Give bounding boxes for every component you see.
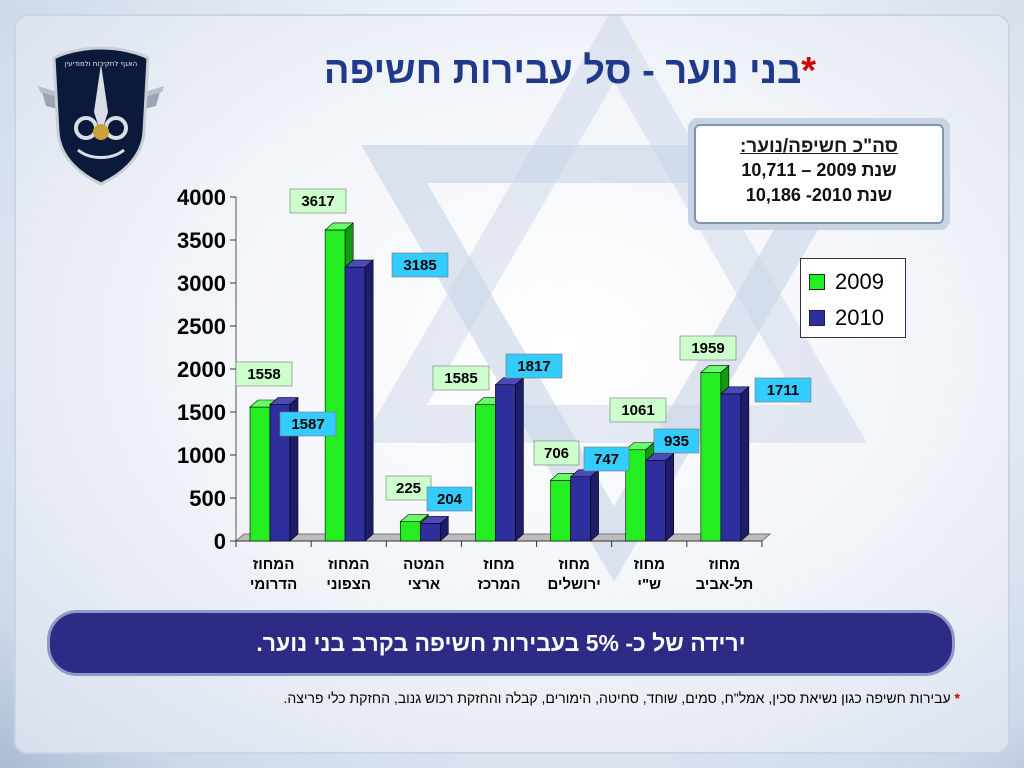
police-logo: האגף לחקירות ולמודיעין <box>38 46 164 186</box>
bar-2009 <box>475 404 496 542</box>
data-label-2009: 1061 <box>621 402 654 419</box>
x-category-label: הדרומי <box>250 576 297 593</box>
y-tick-label: 500 <box>189 486 226 511</box>
x-category-label: ירושלים <box>547 576 600 593</box>
bar-top-2009 <box>399 514 430 522</box>
bar-side-2010 <box>665 452 675 542</box>
data-label-box-2010 <box>505 353 563 379</box>
conclusion-banner: ירידה של כ- 5% בעבירות חשיפה בקרב בני נו… <box>47 610 955 676</box>
data-label-box-2010 <box>754 377 812 403</box>
legend-label-2010: 2010 <box>835 305 884 330</box>
legend-label-2009: 2009 <box>835 269 884 294</box>
footnote-star: * <box>954 690 960 706</box>
bar-top-2010 <box>419 516 450 524</box>
summary-inner: סה"כ חשיפה/נוער: שנת 2009 – 10,711 שנת 2… <box>694 124 944 224</box>
data-label-2010: 935 <box>664 433 689 450</box>
bar-side-2010 <box>590 469 599 542</box>
bar-2009 <box>324 229 346 542</box>
x-category-label: ארצי <box>408 576 441 593</box>
data-label-2009: 225 <box>396 480 421 497</box>
bar-2010 <box>344 266 366 542</box>
data-label-2010: 747 <box>594 451 619 468</box>
bar-2010 <box>419 523 441 542</box>
data-label-2009: 1959 <box>691 340 724 357</box>
legend-swatch-2010 <box>809 310 825 326</box>
x-category-label: מחוז <box>634 556 665 573</box>
x-category-label: ש"י <box>637 576 661 593</box>
y-tick-label: 4000 <box>177 185 226 210</box>
data-label-box-2010 <box>391 252 449 278</box>
data-label-2009: 3617 <box>301 193 334 210</box>
y-tick-label: 3500 <box>177 228 226 253</box>
data-label-box-2010 <box>583 446 630 472</box>
bar-2009 <box>399 521 421 542</box>
data-label-box-2009 <box>432 365 490 391</box>
banner-text: ירידה של כ- 5% בעבירות חשיפה בקרב בני נו… <box>256 630 746 656</box>
y-tick-label: 1500 <box>177 400 226 425</box>
bar-top-2010 <box>344 259 374 268</box>
data-label-2009: 1558 <box>247 366 280 383</box>
data-label-box-2010 <box>279 411 337 437</box>
x-category-label: המרכז <box>477 576 520 593</box>
x-category-label: מחוז <box>558 556 589 573</box>
bar-2009 <box>550 479 571 542</box>
bar-top-2010 <box>644 453 675 461</box>
data-label-box-2009 <box>679 335 737 361</box>
summary-title: סה"כ חשיפה/נוער: <box>739 136 899 157</box>
data-label-box-2009 <box>235 361 293 387</box>
summary-line-2009: שנת 2009 – 10,711 <box>741 160 897 180</box>
x-category-label: המחוז <box>328 556 370 573</box>
x-category-label: מחוז <box>483 556 514 573</box>
title-star: * <box>801 50 817 92</box>
summary-line-2010: שנת 2010- 10,186 <box>745 185 893 205</box>
data-label-box-2009 <box>609 397 667 423</box>
bar-2009 <box>700 372 722 542</box>
bar-side-2010 <box>515 377 524 542</box>
x-category-label: מחוז <box>709 556 740 573</box>
data-label-box-2010 <box>653 428 700 454</box>
y-tick-label: 0 <box>214 529 226 554</box>
chart-legend: 2009 2010 <box>800 258 906 338</box>
data-label-2010: 204 <box>437 491 463 508</box>
y-tick-label: 2000 <box>177 357 226 382</box>
bar-top-2010 <box>269 397 299 405</box>
bar-side-2010 <box>740 386 750 542</box>
bar-top-2010 <box>720 386 750 395</box>
bar-2010 <box>645 460 667 542</box>
data-label-box-2009 <box>385 475 432 501</box>
data-label-box-2010 <box>426 486 473 512</box>
y-tick-label: 3000 <box>177 271 226 296</box>
footnote: * עבירות חשיפה כגון נשיאת סכין, אמל"ח, ס… <box>40 690 961 706</box>
summary-box: סה"כ חשיפה/נוער: שנת 2009 – 10,711 שנת 2… <box>688 118 950 230</box>
data-label-2010: 1587 <box>291 416 324 433</box>
x-category-label: המחוז <box>253 556 295 573</box>
y-tick-label: 1000 <box>177 443 226 468</box>
footnote-text: עבירות חשיפה כגון נשיאת סכין, אמל"ח, סמי… <box>283 690 951 706</box>
data-label-box-2009 <box>533 440 580 466</box>
bar-top-2009 <box>700 365 730 373</box>
data-label-2009: 1585 <box>444 370 477 387</box>
x-category-label: המטה <box>403 556 444 573</box>
data-label-2010: 3185 <box>403 257 436 274</box>
title-text: בני נוער - סל עבירות חשיפה <box>323 50 802 92</box>
data-label-box-2009 <box>289 188 347 214</box>
bar-2010 <box>570 476 591 542</box>
data-label-2009: 706 <box>544 445 569 462</box>
data-label-2010: 1817 <box>517 358 550 375</box>
bar-top-2009 <box>324 222 354 231</box>
bar-side-2010 <box>364 259 374 542</box>
y-tick-label: 2500 <box>177 314 226 339</box>
logo-caption: האגף לחקירות ולמודיעין <box>65 60 137 68</box>
data-label-2010: 1711 <box>767 382 800 399</box>
bar-2010 <box>720 393 742 542</box>
x-category-label: הצפוני <box>326 576 371 593</box>
bar-2009 <box>249 406 271 542</box>
slide-title: *בני נוער - סל עבירות חשיפה <box>260 50 880 93</box>
x-category-label: תל-אביב <box>696 576 754 593</box>
legend-swatch-2009 <box>809 274 825 290</box>
bar-2010 <box>495 384 516 542</box>
